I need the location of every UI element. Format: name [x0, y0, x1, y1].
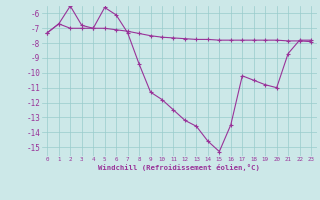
X-axis label: Windchill (Refroidissement éolien,°C): Windchill (Refroidissement éolien,°C): [98, 164, 260, 171]
